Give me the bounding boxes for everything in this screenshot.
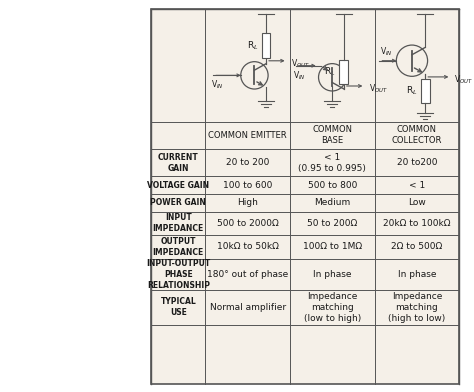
Text: V$_{IN}$: V$_{IN}$ [381,45,393,58]
Text: < 1
(0.95 to 0.995): < 1 (0.95 to 0.995) [298,153,366,173]
Text: 10kΩ to 50kΩ: 10kΩ to 50kΩ [217,242,279,251]
Text: 50 to 200Ω: 50 to 200Ω [307,219,357,228]
Text: High: High [237,198,258,207]
Text: 180° out of phase: 180° out of phase [207,270,288,279]
Text: In phase: In phase [398,270,436,279]
Text: 100Ω to 1MΩ: 100Ω to 1MΩ [303,242,362,251]
Text: In phase: In phase [313,270,351,279]
Text: Low: Low [408,198,426,207]
Text: INPUT-OUTPUT
PHASE
RELATIONSHIP: INPUT-OUTPUT PHASE RELATIONSHIP [146,259,210,290]
Text: 20kΩ to 100kΩ: 20kΩ to 100kΩ [383,219,451,228]
Text: 100 to 600: 100 to 600 [223,181,272,190]
Text: < 1: < 1 [409,181,425,190]
Text: R$_L$: R$_L$ [246,40,258,52]
Text: R$_L$: R$_L$ [406,85,417,97]
Text: V$_{IN}$: V$_{IN}$ [211,79,224,91]
Bar [151,9,459,383]
Text: INPUT
IMPEDANCE: INPUT IMPEDANCE [153,213,204,233]
Text: COMMON EMITTER: COMMON EMITTER [208,131,287,140]
Bar [151,9,459,383]
Text: 2Ω to 500Ω: 2Ω to 500Ω [391,242,442,251]
Bar [339,60,348,84]
Text: 20 to 200: 20 to 200 [226,158,269,167]
Text: 20 to200: 20 to200 [397,158,437,167]
Text: Impedance
matching
(high to low): Impedance matching (high to low) [388,292,446,323]
Bar [262,33,271,58]
Bar [421,79,429,103]
Text: VOLTAGE GAIN: VOLTAGE GAIN [147,181,210,190]
Text: Impedance
matching
(low to high): Impedance matching (low to high) [303,292,361,323]
Text: V$_{IN}$: V$_{IN}$ [293,69,306,82]
Text: COMMON
COLLECTOR: COMMON COLLECTOR [392,125,442,145]
Text: V$_{OUT}$: V$_{OUT}$ [369,83,388,95]
Text: R$_L$: R$_L$ [324,65,336,78]
Text: OUTPUT
IMPEDANCE: OUTPUT IMPEDANCE [153,237,204,257]
Text: 500 to 2000Ω: 500 to 2000Ω [217,219,278,228]
Text: COMMON
BASE: COMMON BASE [312,125,352,145]
Text: POWER GAIN: POWER GAIN [150,198,206,207]
Text: 500 to 800: 500 to 800 [308,181,357,190]
Text: V$_{OUT}$: V$_{OUT}$ [292,58,310,70]
Text: CURRENT
GAIN: CURRENT GAIN [158,153,199,173]
Text: V$_{OUT}$: V$_{OUT}$ [454,74,474,86]
Text: Normal amplifier: Normal amplifier [210,303,286,312]
Text: Medium: Medium [314,198,350,207]
Text: TYPICAL
USE: TYPICAL USE [161,297,196,318]
